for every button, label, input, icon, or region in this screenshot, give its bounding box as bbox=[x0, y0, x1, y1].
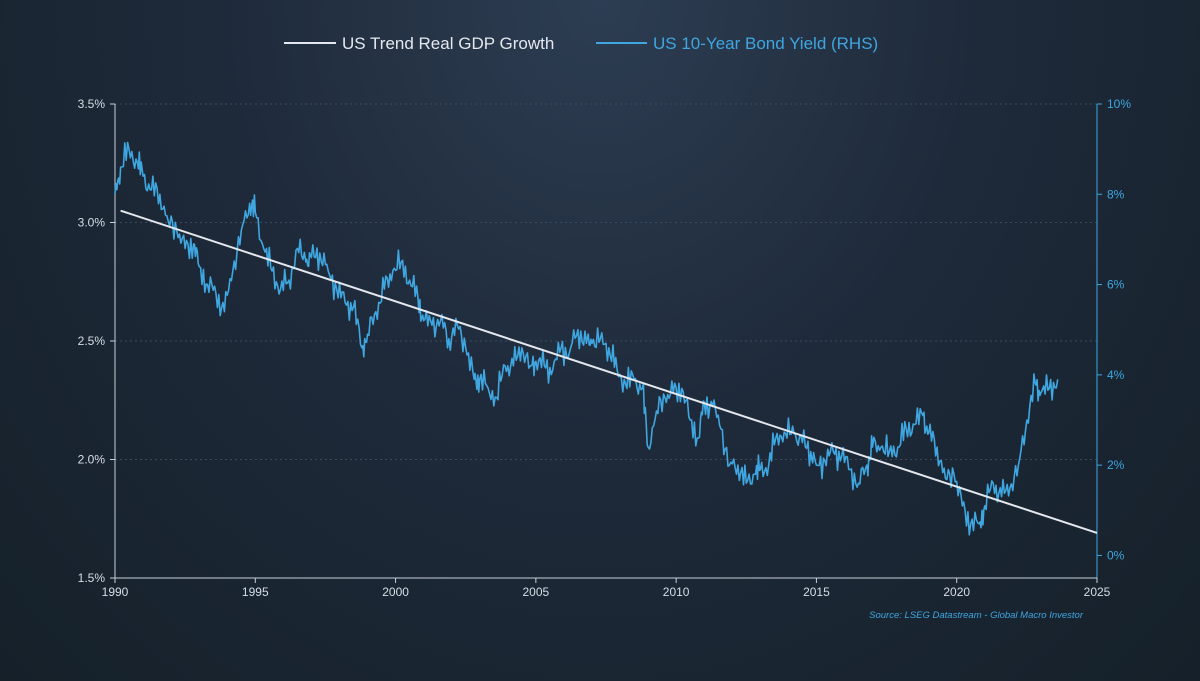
y-left-tick-label: 2.0% bbox=[78, 453, 106, 467]
series-lines bbox=[114, 141, 1098, 536]
y-right-tick-label: 2% bbox=[1107, 458, 1125, 472]
legend: US Trend Real GDP Growth US 10-Year Bond… bbox=[284, 34, 878, 53]
y-left-tick-label: 3.5% bbox=[78, 97, 106, 111]
gridlines bbox=[115, 103, 1097, 460]
x-tick-label: 2020 bbox=[943, 585, 970, 599]
x-tick-label: 2005 bbox=[523, 585, 550, 599]
y-left-tick-label: 2.5% bbox=[78, 334, 106, 348]
x-tick-label: 2015 bbox=[803, 585, 830, 599]
y-right-tick-label: 6% bbox=[1107, 278, 1125, 292]
x-axis-ticks: 1990 1995 2000 2005 2010 2015 2020 2025 bbox=[102, 578, 1111, 599]
y-left-tick-label: 1.5% bbox=[78, 571, 106, 585]
series-line-trend-gdp bbox=[120, 209, 1098, 534]
x-tick-label: 2000 bbox=[382, 585, 409, 599]
x-tick-label: 1995 bbox=[242, 585, 269, 599]
y-right-tick-label: 10% bbox=[1107, 97, 1131, 111]
x-tick-label: 2010 bbox=[663, 585, 690, 599]
x-tick-label: 1990 bbox=[102, 585, 129, 599]
y-right-tick-label: 4% bbox=[1107, 368, 1125, 382]
y-axis-left-ticks: 1.5% 2.0% 2.5% 3.0% 3.5% bbox=[78, 97, 115, 585]
source-note: Source: LSEG Datastream - Global Macro I… bbox=[869, 610, 1084, 621]
y-right-tick-label: 8% bbox=[1107, 187, 1125, 201]
legend-label-yield: US 10-Year Bond Yield (RHS) bbox=[653, 34, 878, 53]
y-right-tick-label: 0% bbox=[1107, 548, 1125, 562]
y-axis-right-ticks: 0% 2% 4% 6% 8% 10% bbox=[1097, 97, 1131, 562]
legend-label-trend: US Trend Real GDP Growth bbox=[342, 34, 554, 53]
x-tick-label: 2025 bbox=[1084, 585, 1111, 599]
y-left-tick-label: 3.0% bbox=[78, 216, 106, 230]
series-line-bond-yield bbox=[114, 141, 1059, 536]
